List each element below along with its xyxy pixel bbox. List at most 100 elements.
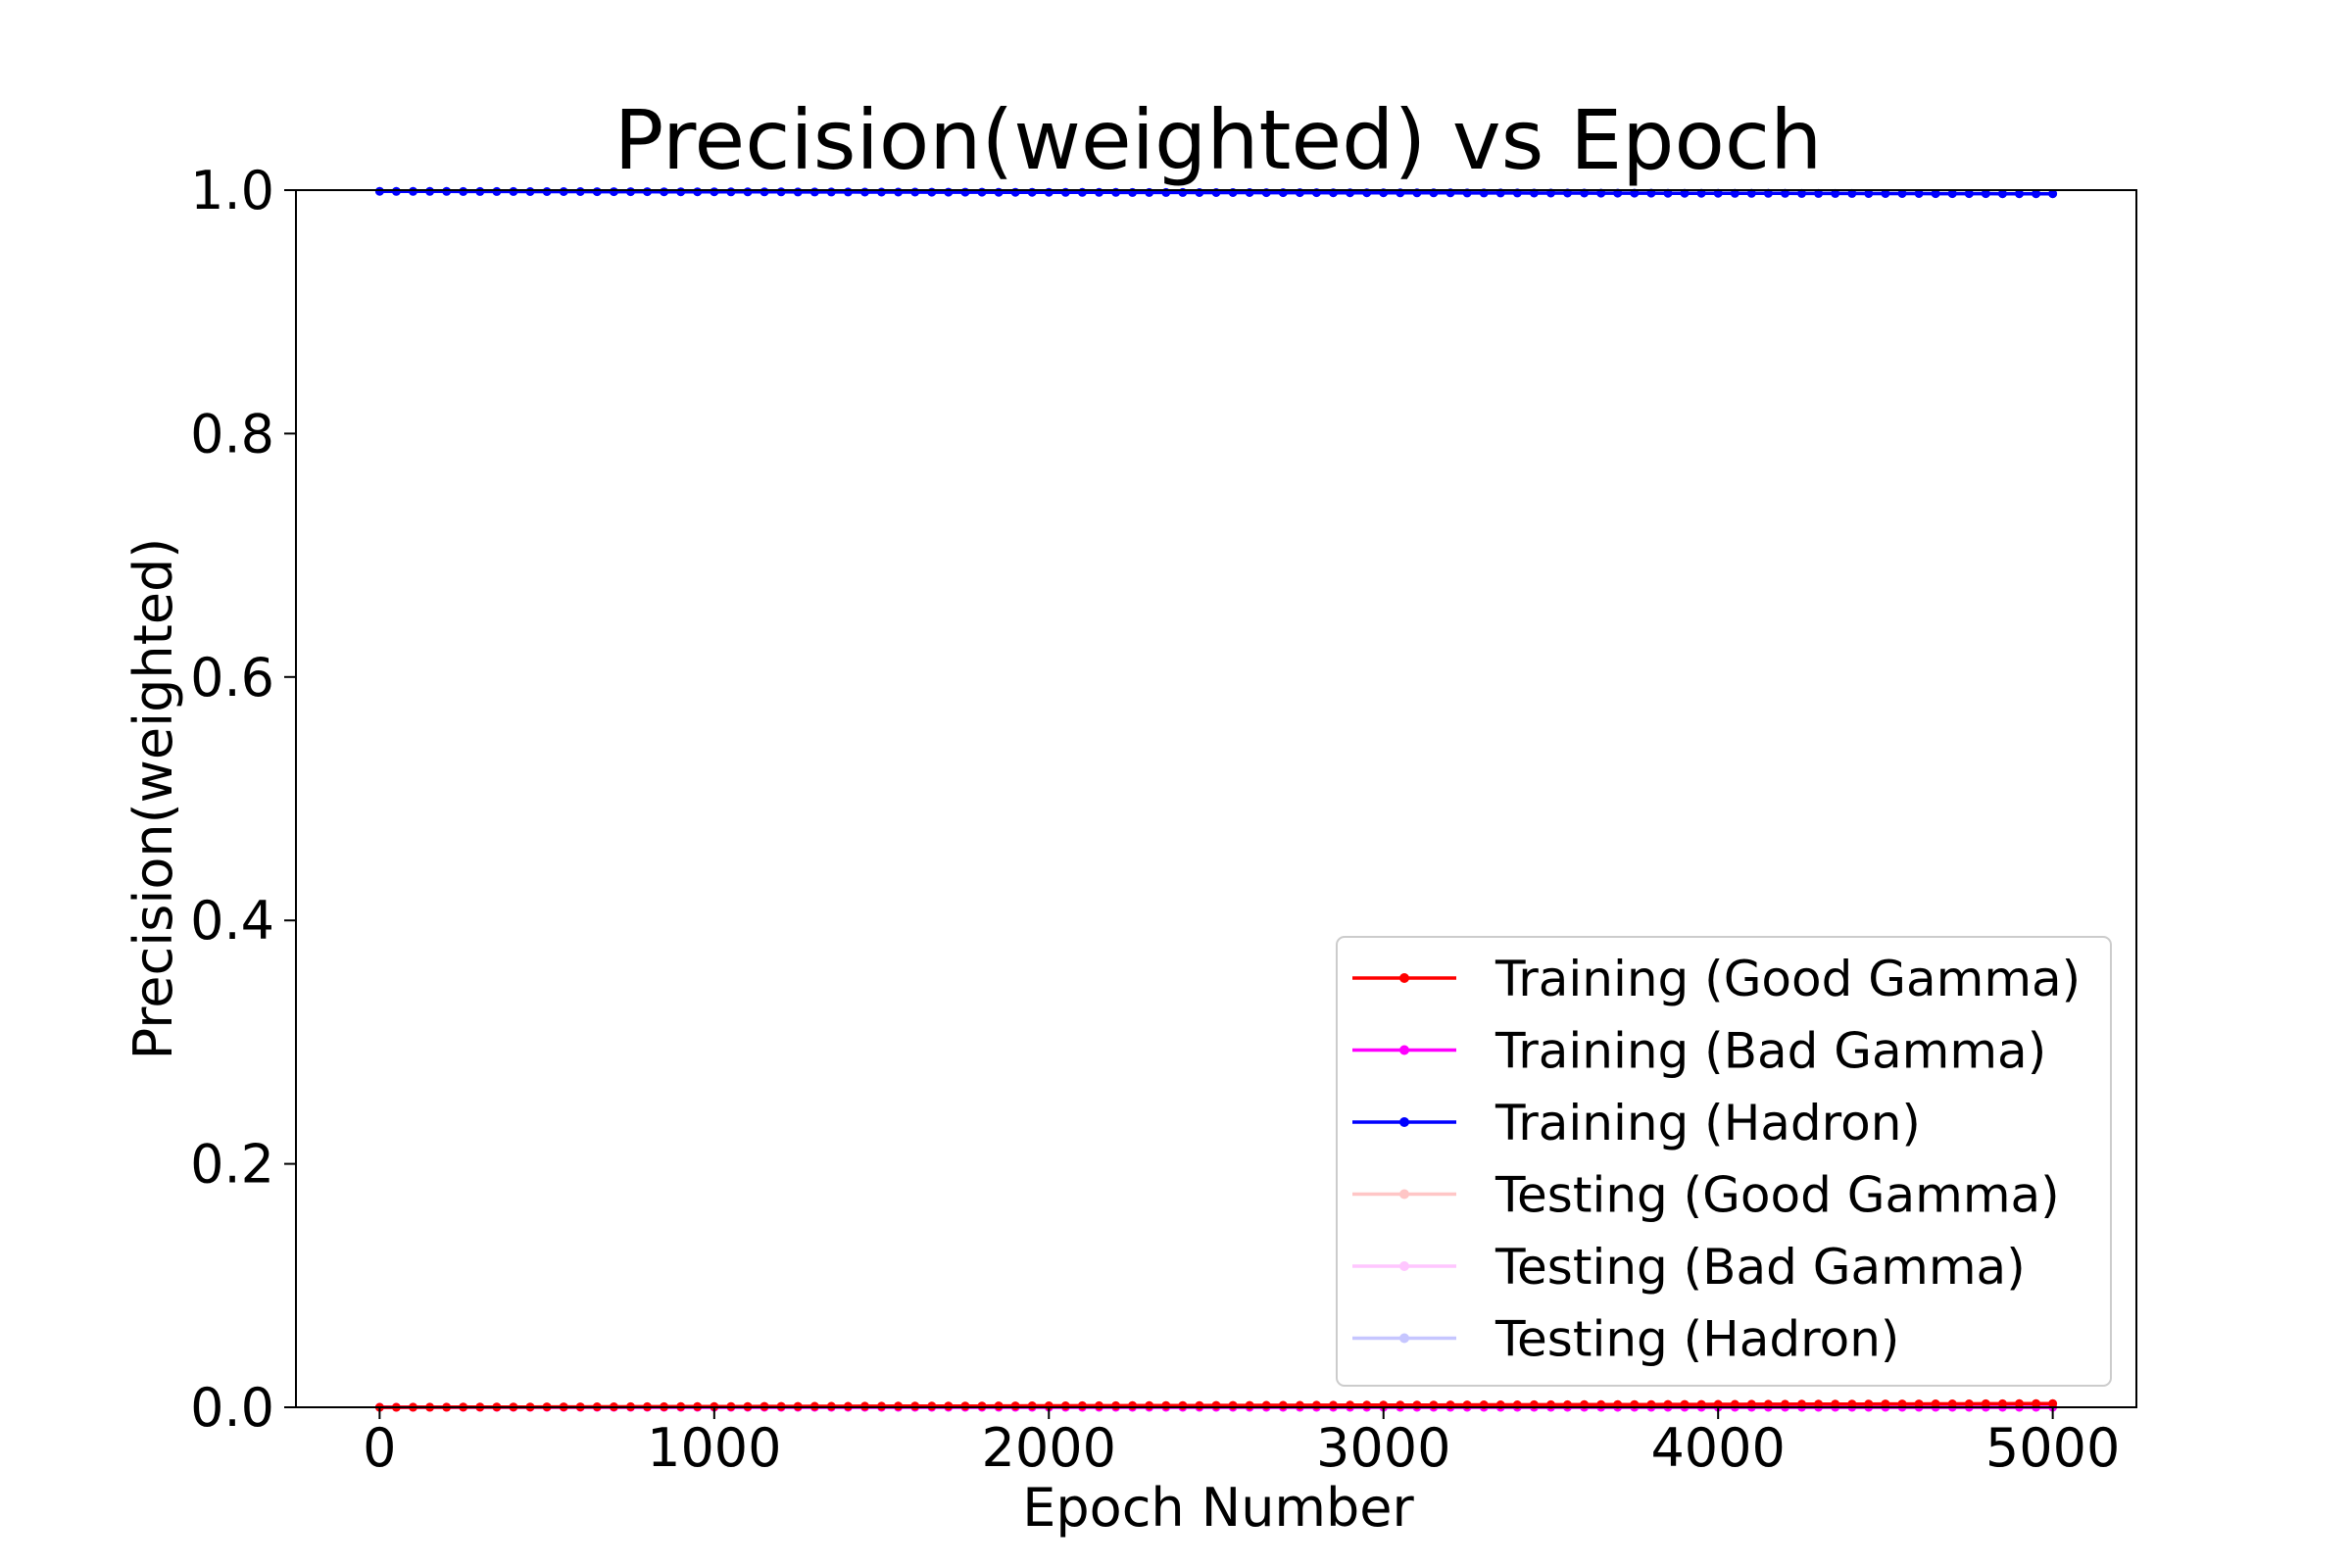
plot-frame [295, 189, 2137, 1408]
data-point [743, 187, 753, 197]
legend-label: Testing (Good Gamma) [1494, 1167, 2060, 1224]
x-tick-label: 1000 [647, 1417, 781, 1479]
data-point [1730, 188, 1740, 198]
data-point [525, 187, 535, 196]
legend-label: Training (Good Gamma) [1494, 951, 2081, 1007]
data-point [2048, 189, 2058, 199]
data-point [776, 187, 786, 197]
data-point [944, 187, 954, 197]
data-point [1077, 1400, 1087, 1410]
data-point [809, 187, 819, 197]
y-tick-label: 0.8 [190, 403, 274, 465]
data-point [1897, 189, 1907, 198]
chart-title: Precision(weighted) vs Epoch [614, 92, 1823, 188]
data-point [1981, 1398, 1990, 1408]
data-point [760, 187, 769, 197]
data-point [643, 187, 652, 197]
data-point [1161, 1400, 1171, 1410]
data-point [1864, 189, 1874, 198]
legend-swatch [1352, 1261, 1456, 1271]
data-point [2048, 1398, 2058, 1408]
data-point [1145, 1400, 1154, 1410]
data-point [994, 1401, 1004, 1411]
data-point [542, 187, 552, 196]
data-point [1897, 1399, 1907, 1409]
legend-entry-training-hadron: Training (Hadron) [1352, 1095, 1921, 1152]
data-point [509, 186, 518, 196]
y-tick-label: 0.4 [190, 890, 274, 952]
data-point [676, 187, 686, 197]
data-point [894, 187, 904, 197]
data-point [1781, 188, 1789, 198]
data-point [592, 187, 602, 197]
data-point [2015, 189, 2024, 199]
data-point [826, 187, 836, 197]
data-point [693, 187, 703, 197]
data-point [1947, 1399, 1957, 1408]
y-tick-label: 0.6 [190, 647, 274, 709]
data-point [1831, 188, 1840, 198]
data-point [1881, 1399, 1890, 1409]
data-point [374, 186, 384, 196]
data-point [492, 186, 502, 196]
data-point [1914, 1399, 1924, 1409]
legend-entry-testing-good-gamma: Testing (Good Gamma) [1352, 1167, 2060, 1224]
legend-swatch [1352, 1045, 1456, 1055]
data-point [409, 186, 417, 196]
data-point [1027, 1401, 1037, 1410]
legend-swatch [1352, 973, 1456, 983]
data-point [626, 187, 635, 197]
data-point [1881, 189, 1890, 198]
data-point [1814, 188, 1824, 198]
legend-swatch [1352, 1117, 1456, 1127]
data-point [1981, 189, 1990, 199]
data-point [977, 1401, 987, 1411]
data-point [1964, 189, 1974, 199]
data-point [1245, 1400, 1254, 1410]
data-point [927, 187, 937, 197]
data-point [1060, 1401, 1070, 1410]
data-point [1797, 188, 1806, 198]
data-point [710, 187, 719, 197]
data-point [1847, 1399, 1857, 1409]
x-tick-label: 5000 [1985, 1417, 2120, 1479]
data-point [559, 187, 568, 196]
data-point [425, 186, 435, 196]
data-point [927, 1401, 937, 1411]
data-point [1864, 1399, 1874, 1409]
legend-label: Testing (Bad Gamma) [1494, 1239, 2026, 1296]
data-point [1095, 1400, 1103, 1410]
data-point [1746, 188, 1756, 198]
data-point [1997, 1398, 2007, 1408]
data-point [2015, 1398, 2024, 1408]
y-tick-label: 0.2 [190, 1134, 274, 1196]
data-point [843, 187, 853, 197]
y-tick-label: 1.0 [190, 160, 274, 221]
data-point [944, 1401, 954, 1411]
data-point [391, 186, 401, 196]
data-point [2032, 189, 2041, 199]
legend-entry-testing-bad-gamma: Testing (Bad Gamma) [1352, 1239, 2026, 1296]
data-point [1195, 1400, 1204, 1410]
axes: 0 1000 2000 3000 4000 5000 0.0 0.2 0.4 0.6 0.8 1.0 [190, 160, 2137, 1479]
data-point [1947, 189, 1957, 199]
legend-box [1336, 936, 2112, 1387]
x-tick-label: 0 [363, 1417, 396, 1479]
x-tick-label: 2000 [982, 1417, 1116, 1479]
data-point [860, 187, 869, 197]
legend-entry-training-bad-gamma: Training (Bad Gamma) [1352, 1023, 2046, 1080]
data-point [877, 1401, 886, 1411]
x-tick-label: 4000 [1650, 1417, 1785, 1479]
data-point [1311, 1400, 1321, 1410]
data-point [1964, 1399, 1974, 1408]
data-point [910, 1401, 920, 1411]
x-tick-label: 3000 [1316, 1417, 1450, 1479]
data-point [2032, 1398, 2041, 1408]
data-point [1914, 189, 1924, 198]
data-point [1931, 189, 1940, 199]
data-point [1010, 1401, 1020, 1411]
data-point [1997, 189, 2007, 199]
legend-entry-training-good-gamma: Training (Good Gamma) [1352, 951, 2081, 1007]
legend-label: Training (Hadron) [1494, 1095, 1921, 1152]
